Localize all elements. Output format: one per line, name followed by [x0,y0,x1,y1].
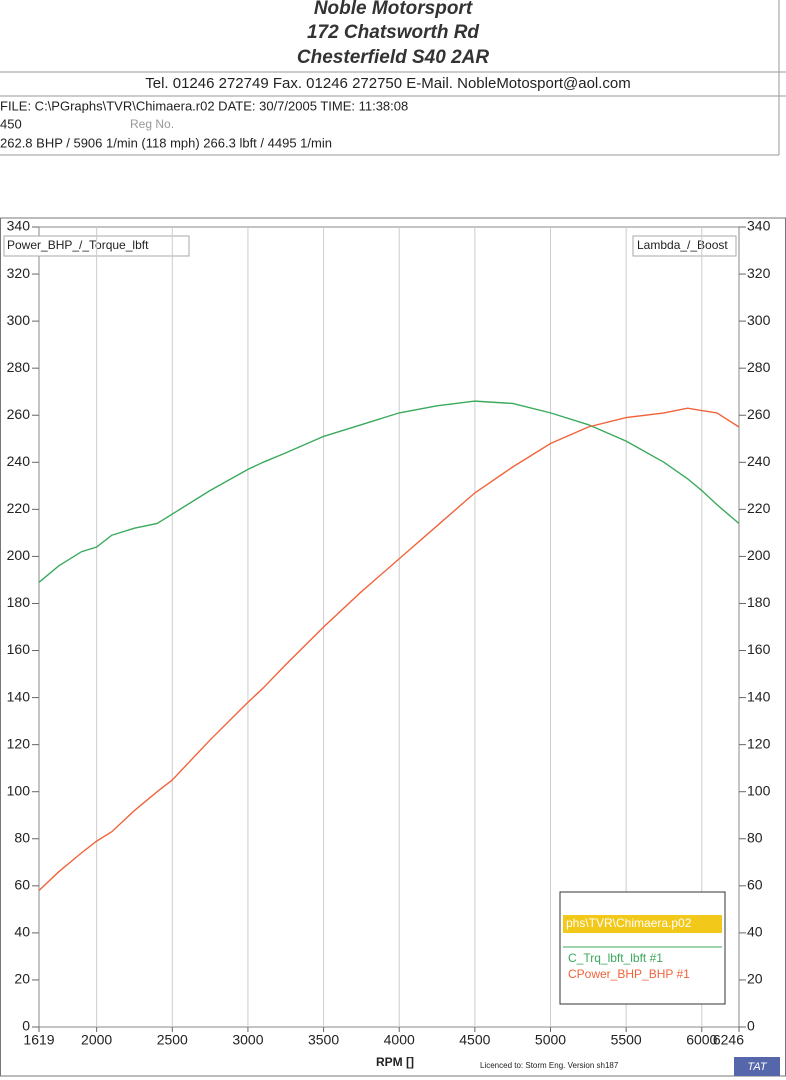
x-tick-label: 3000 [232,1032,263,1048]
y2-tick-label: 0 [747,1018,755,1034]
plot-area [38,226,740,1028]
footer: Licenced to: Storm Eng. Version sh187 [480,1061,619,1070]
code: 450 [0,116,22,131]
company: Noble Motorsport [314,0,473,19]
badge-box [734,1057,780,1076]
y2-tick-label: 80 [747,829,763,845]
y-tick-label: 100 [7,782,31,798]
x-tick-label: 5000 [535,1032,566,1048]
x-tick-label: 6000 [686,1032,717,1048]
y2-tick-label: 140 [747,688,771,704]
y-tick-label: 0 [22,1018,30,1034]
y2-tick-label: 300 [747,312,771,328]
legend-header [563,915,722,933]
y2-tick-label: 60 [747,877,763,893]
y2-tick-label: 200 [747,547,771,563]
y-tick-label: 180 [7,594,31,610]
y2-tick-label: 100 [747,782,771,798]
y2-tick-label: 20 [747,971,763,987]
x-tick-label: 5500 [611,1032,642,1048]
y-tick-label: 40 [14,924,30,940]
y-tick-label: 160 [7,641,31,657]
y-tick-label: 300 [7,312,31,328]
x-tick-label: 4000 [384,1032,415,1048]
y2-tick-label: 180 [747,594,771,610]
series-line [38,407,740,892]
y-tick-label: 200 [7,547,31,563]
reg: Reg No. [130,117,174,131]
series-line [38,400,740,583]
y-tick-label: 280 [7,359,31,375]
y2label-box [632,235,737,257]
y2-tick-label: 220 [747,500,771,516]
x-tick-label: 1619 [23,1032,54,1048]
y-axis-label: Power_BHP_/_Torque_lbft [7,238,149,252]
y-tick-label: 140 [7,688,31,704]
x-tick-label: 6246 [713,1032,744,1048]
city: Chesterfield S40 2AR [297,47,489,68]
y2-tick-label: 120 [747,735,771,751]
y-tick-label: 260 [7,406,31,422]
x-tick-label: 2000 [81,1032,112,1048]
y-tick-label: 60 [14,877,30,893]
y-tick-label: 240 [7,453,31,469]
legend-entry: C_Trq_lbft_lbft #1 [568,951,663,965]
x-tick-label: 3500 [308,1032,339,1048]
file-line: FILE: C:\PGraphs\TVR\Chimaera.r02 DATE: … [0,98,408,113]
y2-tick-label: 320 [747,265,771,281]
x-axis-label: RPM [] [376,1055,414,1069]
street: 172 Chatsworth Rd [307,22,479,43]
y2-tick-label: 340 [747,218,771,234]
y2-axis-label: Lambda_/_Boost [637,238,728,252]
y-tick-label: 20 [14,971,30,987]
legend-box [559,891,726,1005]
y2-tick-label: 160 [747,641,771,657]
summary: 262.8 BHP / 5906 1/min (118 mph) 266.3 l… [0,135,332,150]
y-tick-label: 340 [7,218,31,234]
y2-tick-label: 260 [747,406,771,422]
y-tick-label: 80 [14,829,30,845]
y-tick-label: 220 [7,500,31,516]
x-tick-label: 4500 [459,1032,490,1048]
x-tick-label: 2500 [157,1032,188,1048]
badge: TAT [747,1061,767,1073]
y2-tick-label: 280 [747,359,771,375]
y-tick-label: 320 [7,265,31,281]
legend-title: phs\TVR\Chimaera.p02 [566,916,692,930]
legend-entry: CPower_BHP_BHP #1 [568,967,690,981]
y2-tick-label: 40 [747,924,763,940]
contact: Tel. 01246 272749 Fax. 01246 272750 E-Ma… [145,75,631,92]
y2-tick-label: 240 [747,453,771,469]
y-tick-label: 120 [7,735,31,751]
